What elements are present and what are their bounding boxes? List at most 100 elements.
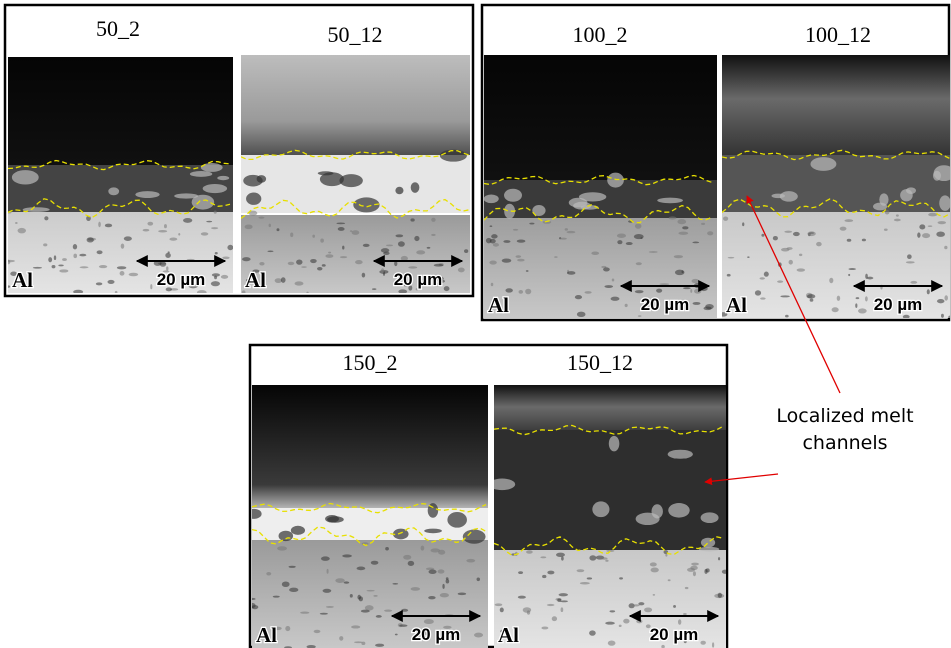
texture bbox=[288, 565, 296, 568]
texture bbox=[640, 237, 643, 239]
boundary-line bbox=[494, 536, 723, 557]
texture bbox=[829, 277, 834, 284]
texture bbox=[554, 256, 558, 258]
texture bbox=[399, 624, 408, 627]
texture bbox=[425, 567, 435, 571]
micrograph-top bbox=[241, 55, 470, 165]
texture bbox=[607, 640, 616, 646]
texture bbox=[380, 248, 390, 253]
texture bbox=[211, 227, 219, 230]
texture bbox=[364, 605, 374, 611]
texture bbox=[574, 294, 583, 300]
texture bbox=[276, 228, 280, 232]
coating-particle bbox=[11, 170, 39, 185]
micrograph-top bbox=[484, 55, 717, 190]
texture bbox=[96, 250, 103, 255]
texture bbox=[119, 271, 125, 276]
texture bbox=[241, 290, 246, 293]
panel-label: 100_12 bbox=[805, 22, 871, 47]
panel-label: 150_2 bbox=[343, 350, 398, 375]
coating-particle bbox=[174, 193, 199, 199]
texture bbox=[560, 600, 568, 603]
texture bbox=[919, 224, 926, 230]
texture bbox=[43, 243, 48, 247]
texture bbox=[306, 291, 309, 293]
texture bbox=[864, 296, 868, 302]
texture bbox=[910, 280, 918, 284]
texture bbox=[362, 243, 370, 247]
texture bbox=[415, 288, 419, 291]
texture bbox=[865, 273, 868, 279]
coating-particle bbox=[651, 504, 663, 519]
texture bbox=[927, 225, 933, 228]
texture bbox=[258, 216, 265, 219]
texture bbox=[120, 243, 125, 249]
substrate bbox=[8, 200, 233, 293]
texture bbox=[560, 607, 564, 613]
texture bbox=[518, 571, 524, 575]
coating-particle bbox=[135, 191, 160, 199]
texture bbox=[214, 251, 218, 255]
texture bbox=[564, 228, 569, 231]
texture bbox=[397, 241, 405, 247]
coating-particle bbox=[504, 188, 522, 202]
coating-particle bbox=[189, 171, 213, 177]
texture bbox=[15, 221, 18, 225]
texture bbox=[407, 560, 415, 566]
panel-label: 50_2 bbox=[96, 16, 140, 41]
texture bbox=[668, 216, 677, 220]
coating-particle bbox=[200, 163, 223, 172]
texture bbox=[718, 557, 721, 561]
micrograph-top bbox=[722, 55, 950, 165]
texture bbox=[683, 612, 687, 616]
texture bbox=[114, 290, 118, 293]
texture bbox=[526, 610, 531, 615]
texture bbox=[603, 267, 610, 272]
texture bbox=[619, 577, 623, 580]
texture bbox=[721, 569, 726, 574]
texture bbox=[410, 587, 421, 591]
texture bbox=[637, 315, 642, 317]
texture bbox=[500, 629, 510, 634]
texture bbox=[310, 258, 317, 264]
texture bbox=[717, 592, 722, 598]
texture bbox=[423, 619, 434, 625]
texture bbox=[505, 288, 513, 293]
texture bbox=[211, 273, 220, 277]
texture bbox=[579, 582, 590, 585]
annotation-arrow bbox=[704, 473, 779, 486]
boundary-line bbox=[252, 502, 487, 514]
substrate-label: Al bbox=[256, 623, 277, 647]
texture bbox=[777, 280, 784, 283]
texture bbox=[431, 217, 436, 222]
texture bbox=[277, 546, 287, 551]
texture bbox=[529, 222, 535, 225]
texture bbox=[905, 261, 915, 264]
texture bbox=[809, 298, 814, 302]
texture bbox=[73, 253, 78, 259]
coating-particle bbox=[447, 511, 467, 528]
texture bbox=[701, 222, 706, 226]
substrate bbox=[722, 210, 950, 318]
texture bbox=[244, 224, 253, 230]
panels: 20 µm Al 50_2 20 µm Al 50_12 20 µm Al 100_2 20 µm… bbox=[8, 16, 950, 648]
texture bbox=[169, 288, 179, 291]
texture bbox=[512, 228, 519, 231]
boundary-line bbox=[484, 203, 713, 224]
texture bbox=[491, 234, 498, 239]
texture bbox=[319, 612, 328, 615]
texture bbox=[252, 597, 256, 600]
texture bbox=[600, 557, 608, 560]
texture bbox=[79, 266, 89, 269]
texture bbox=[428, 569, 437, 575]
texture bbox=[248, 210, 258, 216]
coating-particle bbox=[243, 174, 263, 187]
texture bbox=[727, 256, 735, 259]
texture bbox=[928, 212, 938, 217]
texture bbox=[547, 570, 555, 575]
texture bbox=[322, 588, 332, 593]
texture bbox=[492, 242, 499, 247]
texture bbox=[44, 216, 49, 221]
coating-particle bbox=[484, 194, 499, 204]
texture bbox=[51, 264, 56, 269]
